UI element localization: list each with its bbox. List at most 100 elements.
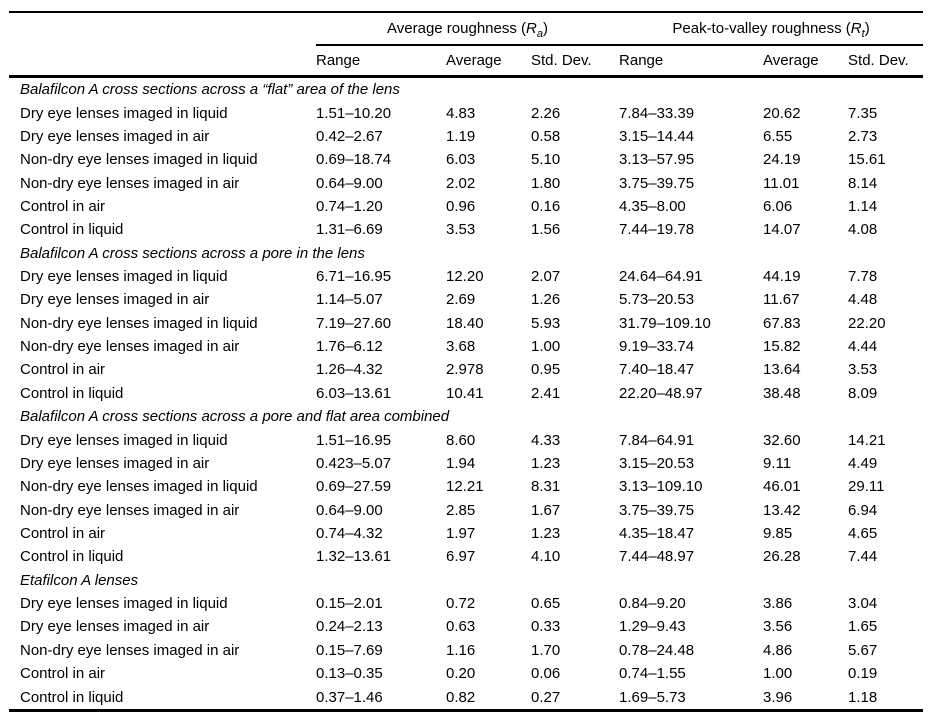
cell-ra-average: 2.69 bbox=[446, 291, 476, 309]
cell-rt-stddev: 8.14 bbox=[848, 174, 878, 192]
cell-ra-stddev: 0.95 bbox=[531, 361, 561, 379]
cell-rt-average: 9.11 bbox=[763, 454, 792, 472]
cell-ra-stddev: 0.06 bbox=[531, 665, 561, 683]
row-label: Control in liquid bbox=[20, 384, 124, 402]
row-label: Control in air bbox=[20, 197, 106, 215]
table-row: Non-dry eye lenses imaged in air 0.64–9.0… bbox=[9, 498, 923, 521]
column-group-header-row: Average roughness (Ra) Peak-to-valley ro… bbox=[9, 12, 924, 46]
cell-rt-range: 0.78–24.48 bbox=[619, 641, 695, 659]
row-label: Control in liquid bbox=[20, 548, 124, 566]
cell-ra-range: 1.14–5.07 bbox=[316, 291, 383, 309]
group-label-text: Average roughness ( bbox=[387, 20, 527, 37]
cell-rt-range: 1.69–5.73 bbox=[619, 688, 686, 706]
cell-ra-stddev: 4.33 bbox=[531, 431, 561, 449]
cell-rt-stddev: 4.65 bbox=[848, 525, 878, 542]
table-row: Non-dry eye lenses imaged in liquid 0.69–… bbox=[9, 475, 923, 498]
cell-rt-range: 3.13–109.10 bbox=[619, 478, 703, 496]
cell-rt-average: 11.67 bbox=[763, 291, 800, 309]
cell-ra-range: 1.32–13.61 bbox=[316, 548, 392, 566]
cell-rt-range: 1.29–9.43 bbox=[619, 618, 686, 636]
section-title-row: Etafilcon A lenses bbox=[9, 569, 923, 592]
row-label: Dry eye lenses imaged in liquid bbox=[20, 595, 228, 613]
cell-rt-average: 6.06 bbox=[763, 197, 793, 215]
table-row: Control in air 1.26–4.32 2.978 0.95 7.40–18.… bbox=[9, 358, 923, 381]
cell-rt-average: 67.83 bbox=[763, 314, 801, 332]
header-rt-range: Range bbox=[619, 45, 764, 78]
cell-ra-average: 1.16 bbox=[446, 641, 476, 659]
cell-rt-range: 3.15–20.53 bbox=[619, 454, 695, 472]
cell-rt-average: 32.60 bbox=[763, 431, 801, 449]
cell-rt-range: 3.15–14.44 bbox=[619, 127, 695, 145]
cell-ra-range: 0.74–1.20 bbox=[316, 197, 383, 215]
cell-ra-stddev: 2.26 bbox=[531, 104, 561, 122]
row-label: Non-dry eye lenses imaged in air bbox=[20, 338, 240, 356]
row-label: Control in air bbox=[20, 525, 106, 542]
cell-ra-stddev: 2.41 bbox=[531, 384, 561, 402]
cell-ra-stddev: 1.70 bbox=[531, 641, 561, 659]
corner-spacer bbox=[9, 45, 316, 78]
cell-rt-average: 46.01 bbox=[763, 478, 801, 496]
cell-rt-stddev: 0.19 bbox=[848, 665, 878, 683]
cell-rt-stddev: 4.44 bbox=[848, 338, 878, 356]
cell-ra-average: 6.03 bbox=[446, 151, 476, 169]
cell-ra-stddev: 0.33 bbox=[531, 618, 561, 636]
cell-rt-range: 3.75–39.75 bbox=[619, 501, 695, 519]
cell-ra-range: 1.51–10.20 bbox=[316, 104, 392, 122]
cell-rt-range: 22.20–48.97 bbox=[619, 384, 703, 402]
section-title-row: Balafilcon A cross sections across a “fl… bbox=[9, 77, 923, 102]
row-label: Non-dry eye lenses imaged in liquid bbox=[20, 478, 258, 496]
group-symbol: R bbox=[850, 20, 862, 37]
cell-ra-average: 18.40 bbox=[446, 314, 484, 332]
roughness-data-table: Average roughness (Ra) Peak-to-valley ro… bbox=[9, 11, 924, 712]
cell-rt-stddev: 7.35 bbox=[848, 104, 878, 122]
group-label-suffix: ) bbox=[542, 20, 548, 37]
cell-rt-average: 38.48 bbox=[763, 384, 801, 402]
table-row: Control in liquid 0.37–1.46 0.82 0.27 1.69–5… bbox=[9, 685, 923, 710]
cell-rt-average: 13.42 bbox=[763, 501, 801, 519]
section-title-row: Balafilcon A cross sections across a por… bbox=[9, 242, 923, 265]
cell-rt-range: 24.64–64.91 bbox=[619, 268, 703, 286]
table-row: Dry eye lenses imaged in air 0.24–2.13 0.6… bbox=[9, 615, 923, 638]
cell-rt-stddev: 15.61 bbox=[848, 151, 886, 169]
cell-ra-range: 6.71–16.95 bbox=[316, 268, 392, 286]
cell-rt-range: 7.84–64.91 bbox=[619, 431, 695, 449]
cell-rt-average: 26.28 bbox=[763, 548, 801, 566]
cell-ra-stddev: 4.10 bbox=[531, 548, 561, 566]
cell-ra-range: 0.423–5.07 bbox=[316, 454, 392, 472]
section-title: Balafilcon A cross sections across a por… bbox=[20, 408, 450, 426]
sub-header-row: Range Average Std. Dev. Range Average St… bbox=[9, 45, 924, 78]
cell-ra-average: 1.19 bbox=[446, 127, 476, 145]
cell-ra-range: 1.31–6.69 bbox=[316, 221, 383, 239]
table-row: Control in air 0.74–1.20 0.96 0.16 4.35–8.00… bbox=[9, 195, 923, 218]
row-label: Dry eye lenses imaged in air bbox=[20, 618, 210, 636]
cell-rt-stddev: 14.21 bbox=[848, 431, 886, 449]
row-label: Control in air bbox=[20, 665, 106, 683]
cell-ra-stddev: 0.58 bbox=[531, 127, 561, 145]
cell-ra-range: 0.15–2.01 bbox=[316, 595, 383, 613]
corner-spacer bbox=[9, 12, 316, 45]
column-group-average-roughness: Average roughness (Ra) bbox=[316, 12, 620, 46]
cell-ra-average: 3.53 bbox=[446, 221, 476, 239]
cell-rt-stddev: 6.94 bbox=[848, 501, 878, 519]
cell-ra-average: 2.978 bbox=[446, 361, 484, 379]
cell-ra-stddev: 1.23 bbox=[531, 454, 561, 472]
row-label: Non-dry eye lenses imaged in air bbox=[20, 641, 240, 659]
cell-rt-stddev: 4.08 bbox=[848, 221, 878, 239]
cell-ra-average: 0.82 bbox=[446, 688, 476, 706]
cell-ra-stddev: 1.56 bbox=[531, 221, 561, 239]
cell-rt-range: 7.84–33.39 bbox=[619, 104, 695, 122]
row-label: Dry eye lenses imaged in liquid bbox=[20, 104, 228, 122]
cell-ra-average: 0.96 bbox=[446, 197, 476, 215]
group-subscript: t bbox=[861, 28, 865, 40]
cell-ra-stddev: 1.80 bbox=[531, 174, 561, 192]
cell-ra-average: 3.68 bbox=[446, 338, 476, 356]
column-group-peak-to-valley-roughness: Peak-to-valley roughness (Rt) bbox=[619, 12, 924, 46]
cell-rt-average: 20.62 bbox=[763, 104, 801, 122]
cell-rt-average: 14.07 bbox=[763, 221, 801, 239]
header-ra-range: Range bbox=[316, 45, 446, 78]
cell-ra-range: 0.15–7.69 bbox=[316, 641, 383, 659]
cell-rt-range: 4.35–18.47 bbox=[619, 525, 695, 542]
table-row: Control in liquid 1.32–13.61 6.97 4.10 7.44–… bbox=[9, 545, 923, 568]
group-subscript: a bbox=[536, 28, 543, 40]
table-row: Non-dry eye lenses imaged in liquid 7.19–… bbox=[9, 312, 923, 335]
